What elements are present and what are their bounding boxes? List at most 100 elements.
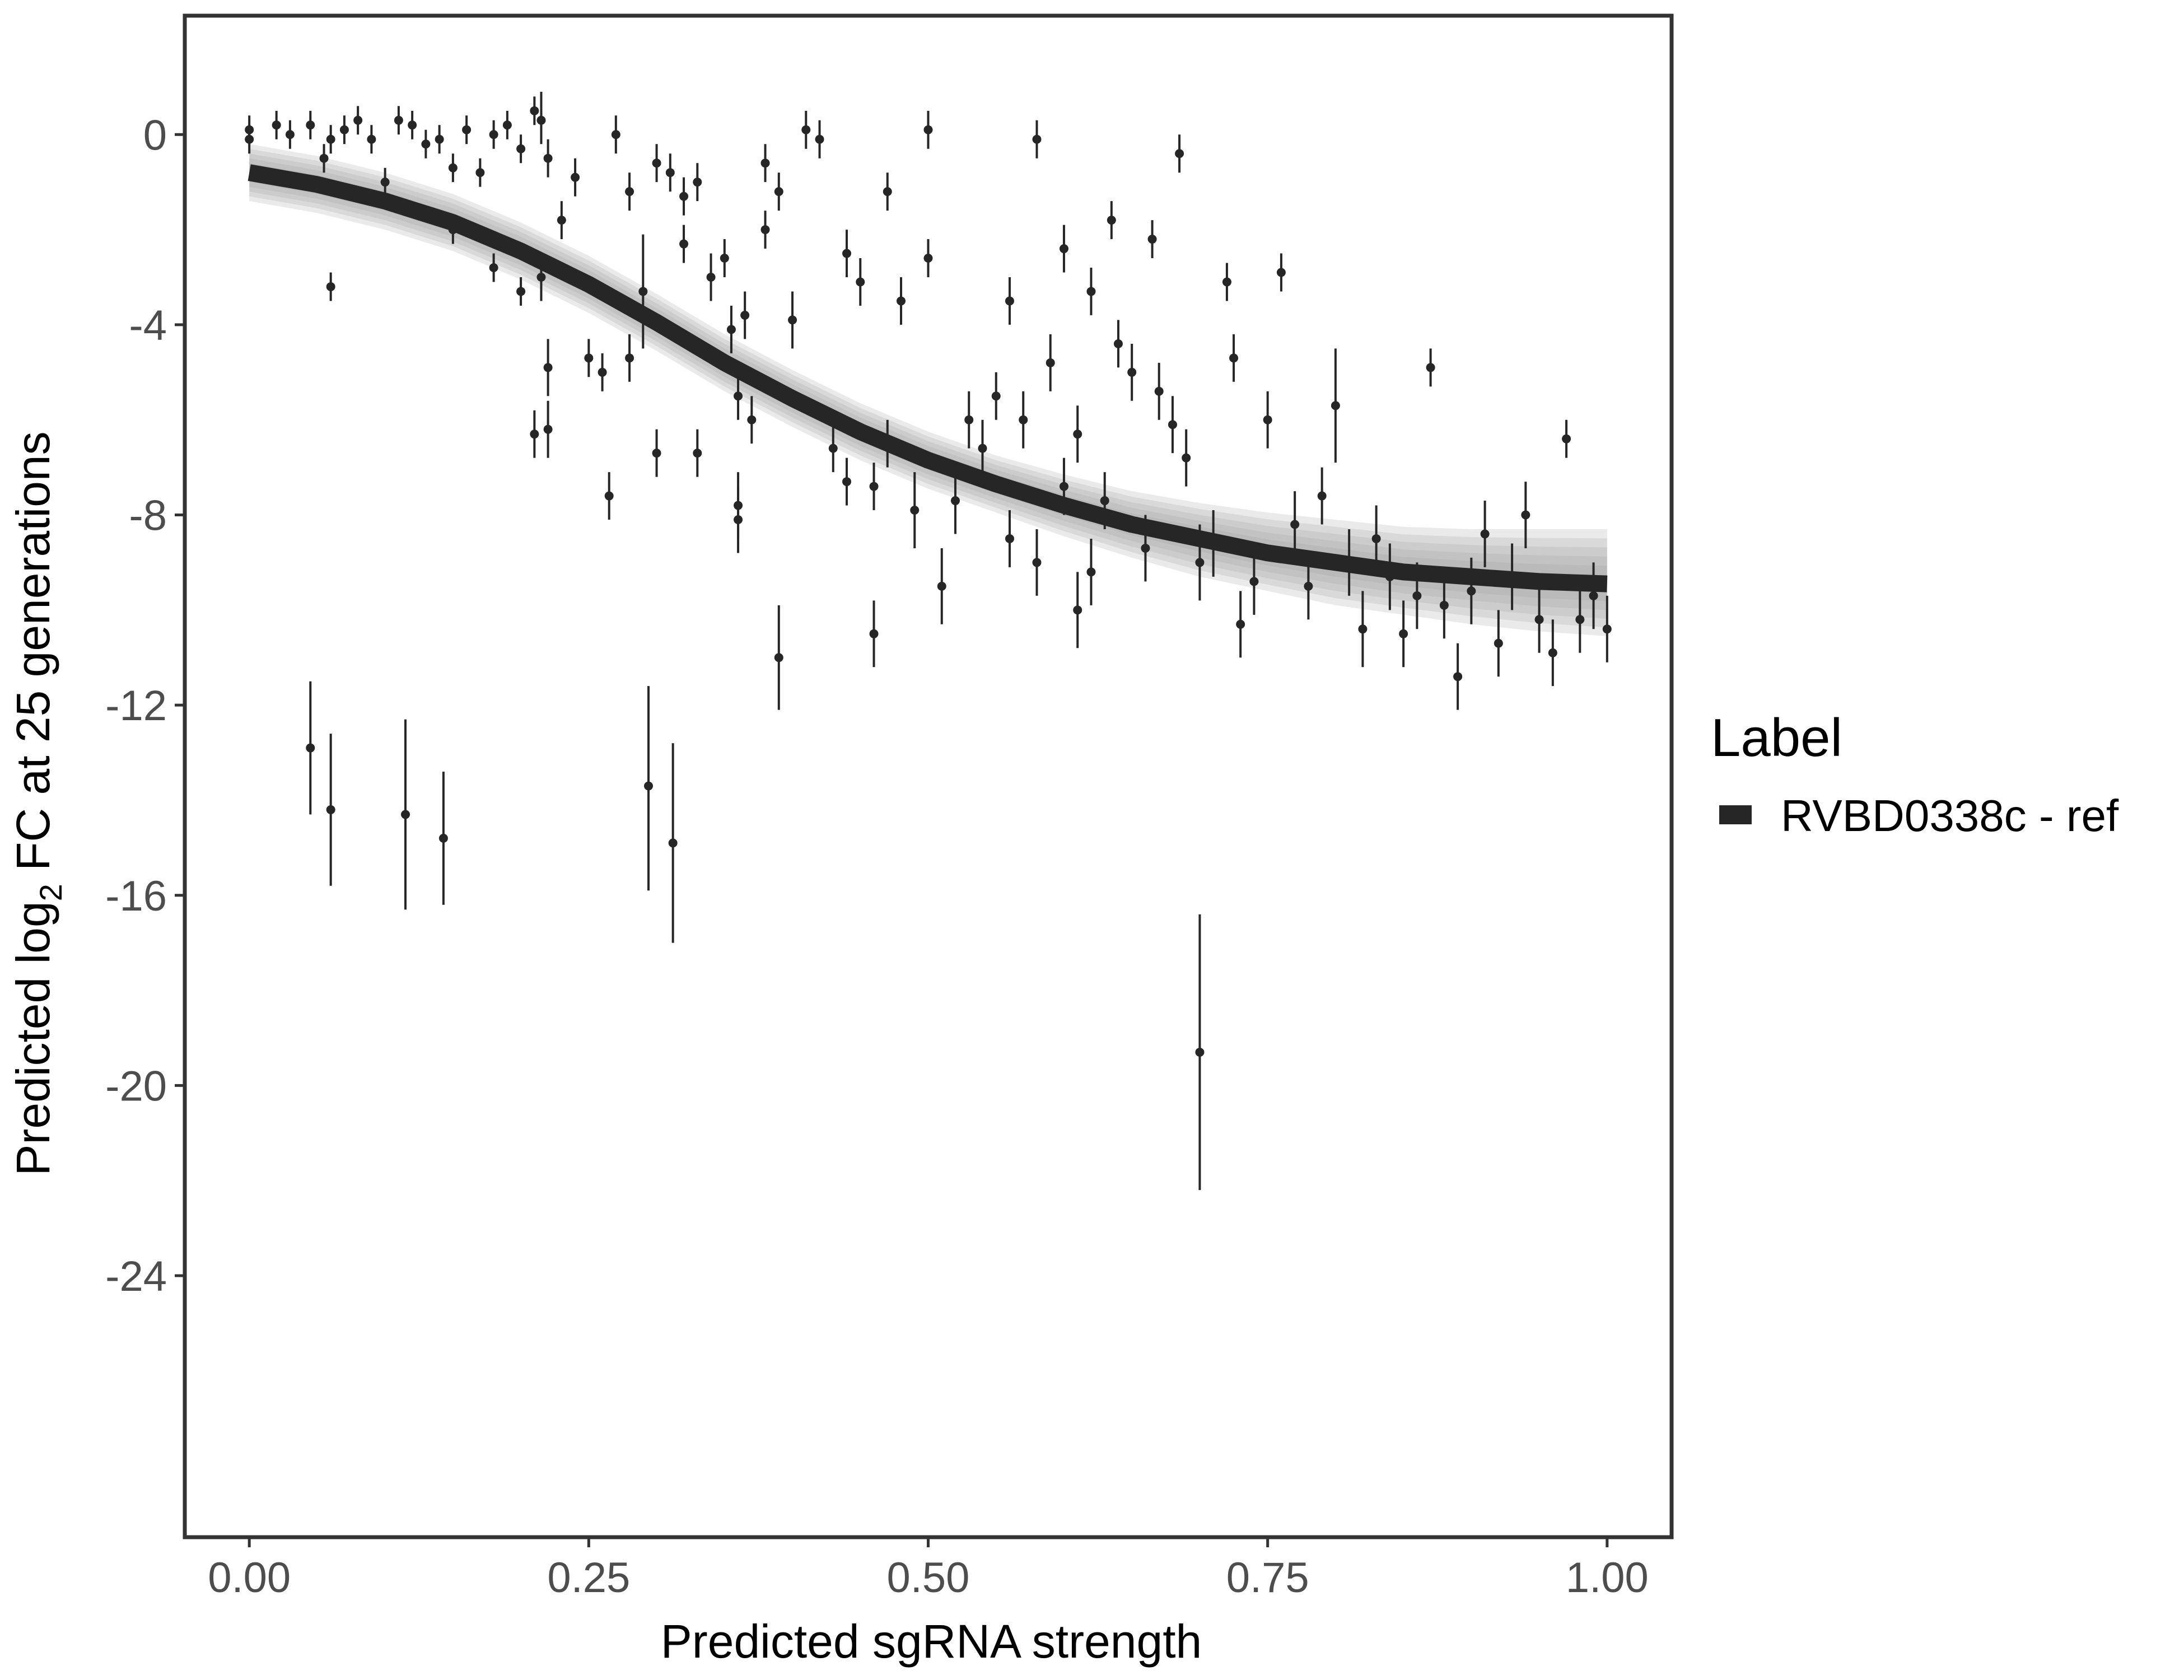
point-marker: [1182, 453, 1191, 463]
data-point-2: [272, 110, 281, 139]
data-point-83: [1032, 529, 1042, 596]
point-marker: [734, 515, 743, 525]
data-point-82: [1019, 391, 1028, 449]
legend-title: Label: [1711, 708, 1842, 768]
y-tick-label: -24: [105, 1253, 167, 1300]
y-axis: 0 -4 -8 -12 -16 -20 -24: [105, 111, 185, 1300]
point-marker: [644, 781, 654, 791]
data-point-137: [401, 719, 410, 910]
point-marker: [584, 353, 594, 363]
data-point-10: [367, 125, 376, 154]
data-point-113: [1317, 467, 1327, 525]
point-marker: [1426, 363, 1435, 372]
data-point-3: [285, 120, 295, 149]
data-point-97: [1147, 220, 1157, 259]
data-point-111: [1290, 491, 1300, 558]
data-point-94: [1113, 320, 1123, 368]
point-marker: [1399, 629, 1408, 638]
point-marker: [1107, 216, 1116, 225]
point-marker: [1195, 1047, 1205, 1057]
point-marker: [774, 187, 783, 197]
point-marker: [1005, 296, 1014, 306]
point-marker: [842, 249, 852, 258]
point-marker: [828, 444, 838, 453]
point-marker: [435, 134, 444, 144]
data-point-21: [489, 253, 498, 282]
point-marker: [693, 178, 702, 187]
point-marker: [1290, 520, 1300, 529]
data-point-107: [1236, 591, 1245, 658]
point-marker: [543, 424, 553, 434]
point-marker: [1073, 430, 1082, 439]
fit-band-layer: [249, 153, 1607, 619]
data-point-5: [319, 144, 329, 173]
data-point-134: [1602, 595, 1612, 662]
data-point-69: [883, 172, 892, 211]
point-marker: [869, 629, 879, 638]
data-point-32: [557, 201, 566, 240]
point-marker: [1032, 558, 1042, 567]
data-point-116: [1358, 591, 1368, 668]
data-point-15: [435, 125, 444, 154]
point-marker: [1229, 353, 1239, 363]
data-point-139: [644, 686, 654, 891]
data-point-13: [408, 110, 417, 139]
point-marker: [760, 225, 770, 235]
point-marker: [856, 277, 865, 287]
y-tick-label: -12: [105, 682, 167, 730]
point-marker: [516, 287, 526, 296]
data-point-88: [1073, 572, 1082, 648]
point-marker: [339, 125, 349, 134]
point-marker: [625, 353, 634, 363]
point-marker: [571, 172, 580, 182]
point-marker: [1467, 586, 1476, 596]
point-marker: [964, 415, 974, 424]
point-marker: [598, 367, 607, 377]
point-marker: [326, 134, 335, 144]
y-axis-title-suffix: FC at 25 generations: [7, 431, 59, 884]
point-marker: [726, 325, 736, 334]
data-point-61: [801, 110, 811, 149]
data-point-14: [421, 129, 431, 158]
point-marker: [747, 415, 757, 424]
data-point-46: [693, 163, 702, 202]
data-point-23: [516, 134, 526, 164]
data-point-51: [734, 372, 743, 420]
point-marker: [543, 363, 553, 372]
data-point-100: [1175, 134, 1184, 173]
point-marker: [1175, 149, 1184, 158]
data-point-25: [530, 96, 539, 125]
data-point-42: [652, 429, 661, 477]
point-marker: [923, 125, 933, 134]
data-point-57: [760, 211, 770, 249]
point-marker: [1304, 581, 1313, 591]
point-marker: [1019, 415, 1028, 424]
data-point-27: [536, 91, 546, 144]
data-point-1: [245, 125, 254, 154]
data-point-106: [1229, 334, 1239, 382]
fit-curve-line: [248, 164, 1608, 592]
x-tick-label: 0.50: [887, 1554, 970, 1602]
point-marker: [1059, 244, 1068, 254]
data-point-74: [923, 239, 933, 277]
point-marker: [923, 254, 933, 263]
legend: Label RVBD0338c - ref: [1711, 708, 2119, 841]
point-marker: [516, 144, 526, 153]
data-point-91: [1086, 538, 1096, 605]
data-point-58: [774, 172, 783, 211]
point-marker: [760, 158, 770, 168]
point-marker: [530, 106, 539, 115]
point-marker: [652, 158, 661, 168]
y-axis-title: Predicted log2 FC at 25 generations: [7, 431, 68, 1175]
point-marker: [1005, 534, 1014, 543]
fit-band-layer: [249, 158, 1607, 610]
x-tick-label: 0.00: [208, 1554, 291, 1602]
point-marker: [285, 130, 295, 139]
point-marker: [638, 287, 648, 296]
data-point-45: [679, 225, 689, 263]
y-tick-label: -8: [129, 492, 167, 540]
data-point-35: [598, 353, 607, 391]
y-tick-label: 0: [143, 111, 167, 159]
data-point-129: [1534, 586, 1544, 653]
data-point-60: [788, 291, 797, 349]
